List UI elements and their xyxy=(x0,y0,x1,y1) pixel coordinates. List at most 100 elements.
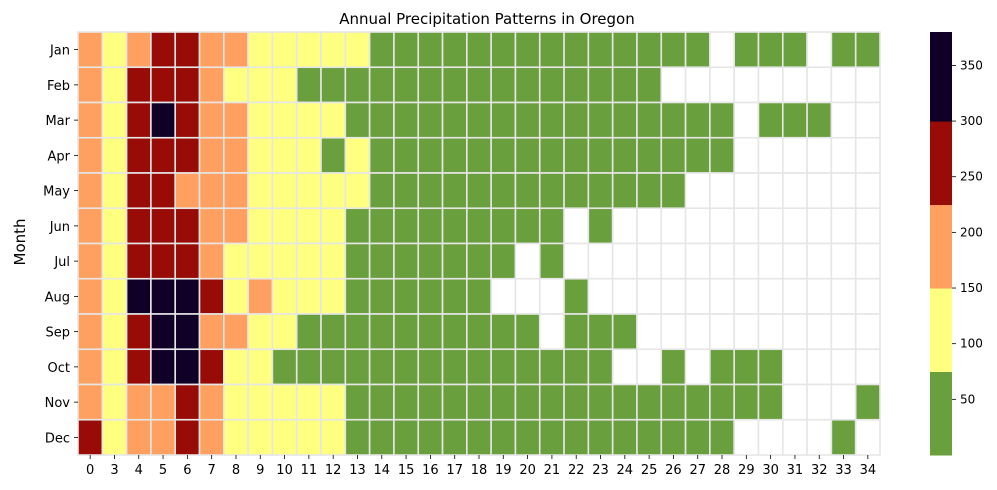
heatmap-cell xyxy=(490,313,517,351)
heatmap-cell xyxy=(417,31,444,69)
heatmap-cell xyxy=(660,313,687,351)
heatmap-cell xyxy=(757,66,784,104)
heatmap-cell xyxy=(441,31,468,69)
heatmap-cell xyxy=(344,313,371,351)
heatmap-cell xyxy=(490,242,517,280)
heatmap-cell xyxy=(125,101,152,139)
heatmap-cell xyxy=(77,66,104,104)
heatmap-cell xyxy=(563,101,590,139)
heatmap-cell xyxy=(295,101,322,139)
heatmap-cell xyxy=(490,383,517,421)
heatmap-cell xyxy=(174,418,201,456)
heatmap-cell xyxy=(490,277,517,315)
heatmap-cell xyxy=(344,136,371,174)
heatmap-cell xyxy=(466,383,492,421)
heatmap-cell xyxy=(733,313,760,351)
heatmap-cell xyxy=(125,242,152,280)
heatmap-cell xyxy=(830,101,857,139)
heatmap-cell xyxy=(393,31,420,69)
heatmap-cell xyxy=(174,313,201,351)
heatmap-cell xyxy=(174,242,201,280)
heatmap-cell xyxy=(514,383,541,421)
heatmap-cell xyxy=(295,313,322,351)
heatmap-cell xyxy=(125,313,152,351)
heatmap-cell xyxy=(806,313,833,351)
heatmap-cell xyxy=(854,277,881,315)
heatmap-cell xyxy=(636,172,663,210)
heatmap-cell xyxy=(830,383,857,421)
heatmap-cell xyxy=(563,172,590,210)
heatmap-cell xyxy=(466,242,492,280)
heatmap-cell xyxy=(101,207,128,245)
heatmap-cell xyxy=(806,207,833,245)
heatmap-cell xyxy=(660,207,687,245)
heatmap-cell xyxy=(101,383,128,421)
heatmap-cell xyxy=(150,242,177,280)
heatmap-cell xyxy=(830,418,857,456)
heatmap-cell xyxy=(636,101,663,139)
heatmap-cell xyxy=(101,242,128,280)
heatmap-cell xyxy=(563,66,590,104)
heatmap-cell xyxy=(174,172,201,210)
colorbar-segment xyxy=(930,32,952,122)
heatmap-cell xyxy=(125,172,152,210)
heatmap-cell xyxy=(709,277,735,315)
x-tick-label: 6 xyxy=(183,463,191,478)
heatmap-cell xyxy=(538,383,565,421)
heatmap-cell xyxy=(271,31,298,69)
x-tick-label: 10 xyxy=(276,463,293,478)
y-tick-label: Nov xyxy=(45,396,71,411)
heatmap-cell xyxy=(587,136,614,174)
heatmap-cell xyxy=(709,31,735,69)
heatmap-cell xyxy=(320,31,347,69)
x-tick-label: 9 xyxy=(256,463,264,478)
heatmap-cell xyxy=(660,418,687,456)
heatmap-cell xyxy=(77,242,104,280)
heatmap-cell xyxy=(781,277,808,315)
heatmap-cell xyxy=(77,383,104,421)
heatmap-cell xyxy=(247,242,274,280)
heatmap-cell xyxy=(854,172,881,210)
x-tick-label: 5 xyxy=(159,463,167,478)
heatmap-cell xyxy=(611,101,638,139)
heatmap-cell xyxy=(660,66,687,104)
heatmap-cell xyxy=(320,66,347,104)
heatmap-cell xyxy=(806,31,833,69)
heatmap-cell xyxy=(854,383,881,421)
heatmap-cell xyxy=(684,207,711,245)
heatmap-cell xyxy=(344,66,371,104)
heatmap-cell xyxy=(417,242,444,280)
heatmap-cell xyxy=(733,101,760,139)
heatmap-cell xyxy=(295,348,322,386)
y-tick-label: Aug xyxy=(45,290,70,305)
heatmap-cell xyxy=(247,313,274,351)
heatmap-cell xyxy=(320,348,347,386)
heatmap-cell xyxy=(295,66,322,104)
heatmap-cell xyxy=(781,101,808,139)
heatmap-cell xyxy=(538,418,565,456)
heatmap-cell xyxy=(125,383,152,421)
heatmap-cell xyxy=(101,101,128,139)
heatmap-cell xyxy=(271,277,298,315)
x-tick-label: 21 xyxy=(544,463,561,478)
heatmap-cell xyxy=(223,242,249,280)
heatmap-cell xyxy=(611,242,638,280)
heatmap-cell xyxy=(538,207,565,245)
heatmap-cell xyxy=(417,136,444,174)
heatmap-cell xyxy=(247,66,274,104)
heatmap-cell xyxy=(393,66,420,104)
heatmap-cell xyxy=(295,242,322,280)
heatmap-cell xyxy=(514,313,541,351)
heatmap-cell xyxy=(344,31,371,69)
heatmap-cell xyxy=(781,348,808,386)
heatmap-cell xyxy=(393,136,420,174)
heatmap-cell xyxy=(174,348,201,386)
heatmap-cell xyxy=(295,418,322,456)
x-tick-label: 19 xyxy=(495,463,512,478)
heatmap-cell xyxy=(271,136,298,174)
heatmap-cell xyxy=(757,242,784,280)
heatmap-cell xyxy=(587,348,614,386)
heatmap-cell xyxy=(636,242,663,280)
heatmap-cell xyxy=(101,313,128,351)
heatmap-cell xyxy=(709,136,735,174)
